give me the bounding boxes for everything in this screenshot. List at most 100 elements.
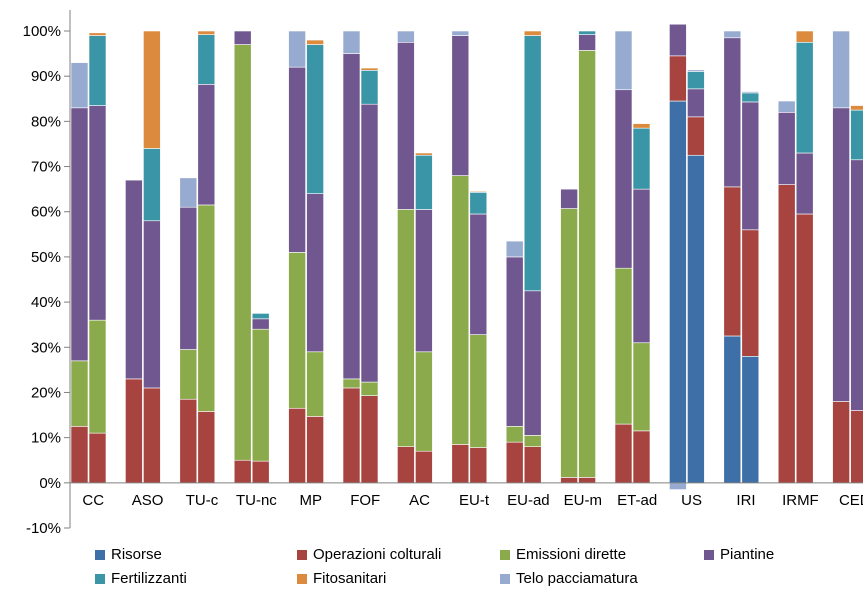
legend-swatch xyxy=(95,549,105,560)
bar-segment-emissioni-dirette xyxy=(614,267,633,425)
bar-segment-operazioni-colturali xyxy=(70,426,89,484)
bar-segment-telo-pacciamatura xyxy=(505,240,524,258)
bar-segment-telo-pacciamatura xyxy=(70,62,89,109)
x-category-label: FOF xyxy=(350,492,380,509)
bar-segment-emissioni-dirette xyxy=(469,334,488,448)
x-axis: CC ASO TU-c TU-nc MP FOF AC EU-t EU-ad EU-m ET-ad U… xyxy=(70,482,863,509)
bar-segment-emissioni-dirette xyxy=(360,381,379,396)
bar-segment-piantine xyxy=(669,23,687,57)
legend-swatch xyxy=(95,573,105,584)
x-category-label: CC xyxy=(82,492,104,509)
bar-segment-fertilizzanti xyxy=(523,35,542,292)
x-category-label: AC xyxy=(409,492,430,509)
bar-segment-emissioni-dirette xyxy=(233,44,252,461)
bar-segment-risorse xyxy=(687,154,705,484)
x-category-label: EU-t xyxy=(459,492,490,509)
y-tick-label: -10% xyxy=(26,520,61,537)
bar-segment-piantine xyxy=(723,37,742,188)
x-category-label: TU-c xyxy=(186,492,219,509)
bar-segment-piantine xyxy=(850,159,863,411)
bar-segment-piantine xyxy=(795,152,814,215)
bar-segment-operazioni-colturali xyxy=(850,410,863,484)
bar-segment-operazioni-colturali xyxy=(125,378,143,484)
y-tick-label: 0% xyxy=(39,475,61,492)
bar-segment-piantine xyxy=(687,88,705,118)
bar-segment-piantine xyxy=(560,188,578,209)
bar-segment-piantine xyxy=(578,34,596,51)
legend-label: Piantine xyxy=(720,546,775,563)
legend-label: Telo pacciamatura xyxy=(516,570,638,587)
bar-segment-operazioni-colturali xyxy=(777,184,796,484)
bar-segment-piantine xyxy=(70,107,89,362)
bar-segment-fitosanitari xyxy=(306,39,324,45)
legend-swatch xyxy=(500,573,510,584)
bar-segment-fitosanitari xyxy=(850,105,863,111)
bar-segment-risorse xyxy=(723,335,742,484)
bar-segment-operazioni-colturali xyxy=(360,395,379,484)
bar-segment-telo-pacciamatura xyxy=(832,30,850,109)
bar-segment-piantine xyxy=(832,107,850,402)
bar-segment-fertilizzanti xyxy=(632,127,651,190)
bar-segment-telo-pacciamatura xyxy=(687,69,705,72)
bar-segment-piantine xyxy=(125,179,143,380)
bar-segment-piantine xyxy=(88,105,107,321)
legend-item: Telo pacciamatura xyxy=(500,570,638,587)
y-tick-label: 60% xyxy=(31,204,61,221)
bar-segment-piantine xyxy=(614,89,633,269)
bar-segment-piantine xyxy=(288,66,306,253)
legend-swatch xyxy=(704,549,714,560)
bar-segment-operazioni-colturali xyxy=(233,459,252,484)
bar-segment-operazioni-colturali xyxy=(306,416,324,484)
x-category-label: US xyxy=(681,492,702,509)
bar-segment-emissioni-dirette xyxy=(88,319,107,434)
bar-segment-fitosanitari xyxy=(143,30,161,149)
bar-segment-piantine xyxy=(197,84,216,206)
bar-segment-emissioni-dirette xyxy=(632,342,651,432)
bar-segment-piantine xyxy=(251,318,270,330)
bar-segment-fitosanitari xyxy=(469,191,488,193)
bar-segment-piantine xyxy=(397,41,415,210)
legend-item: Operazioni colturali xyxy=(297,546,441,563)
bar-segment-emissioni-dirette xyxy=(179,349,198,400)
legend-item: Fitosanitari xyxy=(297,570,386,587)
x-category-label: CED xyxy=(839,492,863,509)
bar-segment-telo-pacciamatura xyxy=(777,100,796,113)
bar-segment-operazioni-colturali xyxy=(397,446,415,484)
bar-segment-operazioni-colturali xyxy=(832,401,850,484)
bar-segment-fitosanitari xyxy=(415,152,433,156)
y-tick-label: 90% xyxy=(31,68,61,85)
bar-segment-operazioni-colturali xyxy=(560,477,578,484)
bar-segment-piantine xyxy=(233,30,252,45)
stacked-bar-chart: -10% 0% 10% 20% 30% 40% 50% 60% 70% 80% 90% 100% CC… xyxy=(23,10,863,537)
bar-segment-fertilizzanti xyxy=(360,70,379,105)
bar-segment-telo-pacciamatura xyxy=(179,177,198,208)
bar-segment-emissioni-dirette xyxy=(578,50,596,478)
bar-segment-fertilizzanti xyxy=(88,35,107,106)
bar-segment-operazioni-colturali xyxy=(251,460,270,484)
bar-segment-emissioni-dirette xyxy=(415,351,433,452)
bar-segment-piantine xyxy=(360,103,379,383)
bar-segment-piantine xyxy=(469,213,488,335)
bar-segment-telo-pacciamatura xyxy=(342,30,361,54)
bar-segment-emissioni-dirette xyxy=(197,204,216,412)
bar-segment-piantine xyxy=(415,209,433,353)
bar-segment-operazioni-colturali xyxy=(669,55,687,102)
bar-segment-operazioni-colturali xyxy=(795,213,814,484)
bar-area xyxy=(70,23,863,490)
bar-segment-piantine xyxy=(632,188,651,344)
bar-segment-telo-pacciamatura xyxy=(723,30,742,39)
bar-segment-emissioni-dirette xyxy=(560,208,578,478)
y-tick-label: 70% xyxy=(31,159,61,176)
bar-segment-piantine xyxy=(523,290,542,436)
legend-swatch xyxy=(297,573,307,584)
bar-segment-emissioni-dirette xyxy=(451,175,470,445)
bar-segment-fitosanitari xyxy=(197,30,216,35)
bar-segment-piantine xyxy=(777,112,796,185)
bar-segment-operazioni-colturali xyxy=(88,432,107,484)
bar-segment-emissioni-dirette xyxy=(397,209,415,447)
x-category-label: IRI xyxy=(736,492,755,509)
bar-segment-risorse xyxy=(669,100,687,484)
legend-item: Risorse xyxy=(95,546,162,563)
bar-segment-fitosanitari xyxy=(795,30,814,43)
bar-segment-emissioni-dirette xyxy=(505,426,524,443)
